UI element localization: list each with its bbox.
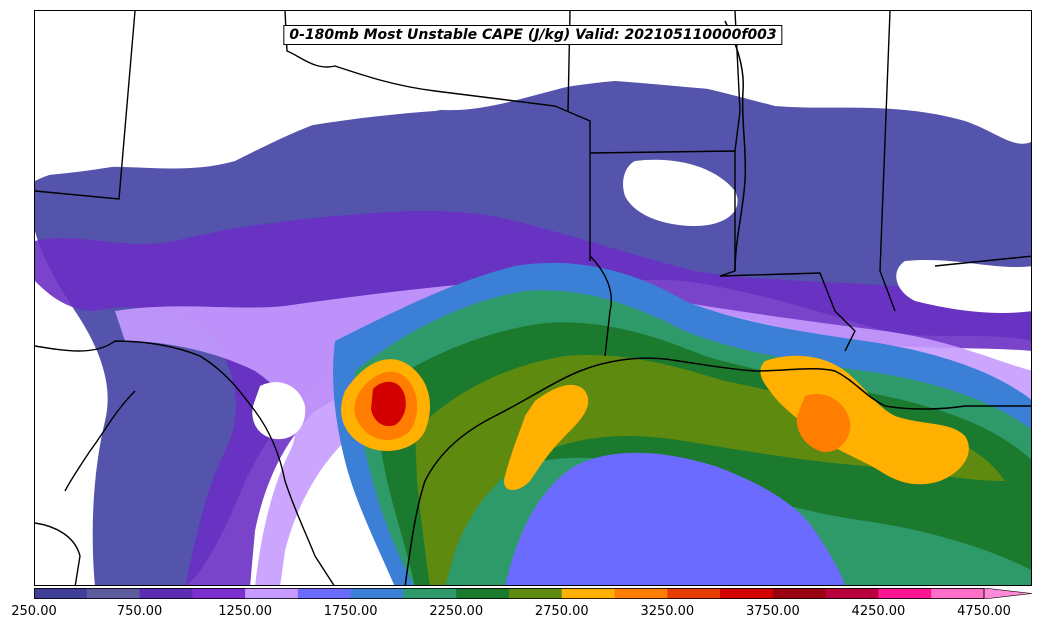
cape-blank-area-4: [896, 259, 1031, 313]
colorbar-tick-label: 1750.00: [323, 604, 378, 619]
cape-map: [35, 11, 1031, 585]
colorbar-segment: [139, 588, 193, 599]
map-title: 0-180mb Most Unstable CAPE (J/kg) Valid:…: [283, 25, 783, 45]
colorbar-segment: [561, 588, 616, 599]
colorbar-tick-label: 750.00: [116, 604, 163, 619]
colorbar-tick-label: 4750.00: [957, 604, 1011, 619]
cape-blank-area-3: [35, 11, 1031, 176]
cape-purple-band: [35, 211, 1031, 585]
coastline: [404, 20, 1031, 585]
cape-red-hotspot: [371, 381, 406, 427]
colorbar-segment: [772, 588, 827, 599]
colorbar-segment: [297, 588, 352, 599]
colorbar-segment: [34, 588, 88, 599]
cape-orange-patch-la: [796, 393, 851, 452]
colorbar-segment: [192, 588, 246, 599]
colorbar-segment: [245, 588, 299, 599]
cape-yellow-patch-la: [760, 355, 969, 485]
colorbar-tick-label: 2750.00: [534, 604, 589, 619]
colorbar-segment: [878, 588, 932, 599]
colorbar-outline: [34, 588, 985, 599]
colorbar-segment: [350, 588, 404, 599]
colorbar-tick-label: 3750.00: [745, 604, 800, 619]
colorbar: [34, 588, 1033, 599]
colorbar-tick-label: 250.00: [11, 604, 57, 619]
state-borders: [35, 11, 1031, 585]
colorbar-tick-label: 2250.00: [429, 604, 484, 619]
colorbar-segment: [667, 588, 721, 599]
cape-blank-area-2: [623, 159, 738, 226]
colorbar-segment: [403, 588, 457, 599]
colorbar-tick-label: 1250.00: [218, 604, 272, 619]
cape-gulf-blue: [505, 452, 845, 585]
colorbar-segment: [614, 588, 668, 599]
colorbar-segment: [86, 588, 141, 599]
colorbar-segment: [509, 588, 563, 599]
colorbar-tick-label: 4250.00: [851, 604, 906, 619]
colorbar-segment: [456, 588, 510, 599]
colorbar-tick-labels: 250.00 750.00 1250.00 1750.00 2250.00 2750.00…: [0, 604, 1042, 624]
map-panel: 0-180mb Most Unstable CAPE (J/kg) Valid:…: [34, 10, 1032, 586]
colorbar-extend-arrow: [983, 588, 1033, 599]
colorbar-segment: [720, 588, 774, 599]
cape-yellow-patch-tx: [504, 384, 589, 491]
colorbar-segment: [931, 588, 985, 599]
colorbar-tick-label: 3250.00: [640, 604, 695, 619]
cape-low-band: [35, 78, 1031, 585]
colorbar-segment: [825, 588, 879, 599]
cape-blank-area-1: [252, 382, 306, 440]
